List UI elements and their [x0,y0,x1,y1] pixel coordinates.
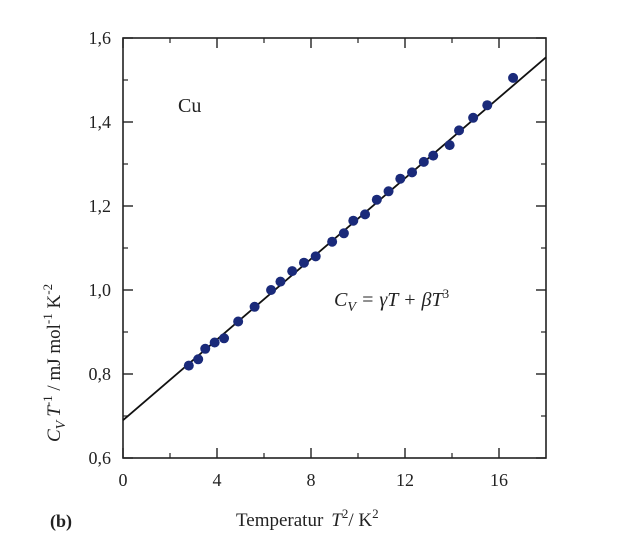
data-point [338,228,349,239]
panel-label: (b) [50,511,72,532]
data-point [444,140,455,151]
x-tick-label: 12 [396,470,414,490]
x-axis-suffix-sup: 2 [372,506,379,521]
y-tick-label: 0,6 [89,448,112,468]
y-axis-sup3: -2 [40,284,55,295]
x-axis-var: T [331,510,343,531]
data-point [454,125,465,136]
data-point [275,276,286,287]
data-point [428,150,439,161]
data-point [482,100,493,111]
data-points [183,72,519,371]
x-tick-label: 16 [490,470,508,490]
data-point [508,72,519,83]
x-axis-prefix: Temperatur [236,510,324,531]
data-point [200,343,211,354]
data-point [249,301,260,312]
y-axis-title: CVT-1 / mJ mol-1 K-2 [40,284,69,442]
data-point [395,173,406,184]
data-point [310,251,321,262]
y-tick-label: 0,8 [89,364,112,384]
equation: CV = γT + βT3 [334,286,449,315]
y-tick-label: 1,0 [89,280,112,300]
data-point [209,337,220,348]
equation-rhs: = γT + βT [356,289,445,311]
y-tick-label: 1,2 [89,196,112,216]
equation-c-sub: V [347,300,357,315]
x-tick-label: 4 [213,470,222,490]
data-point [219,333,230,344]
axes: 0 4 8 12 16 0,6 0,8 1,0 1,2 1,4 1,6 [89,28,547,490]
x-tick-label: 8 [307,470,316,490]
data-point [298,257,309,268]
data-point [407,167,418,178]
y-tick-label: 1,6 [89,28,112,48]
x-tick-label: 0 [119,470,128,490]
equation-c: C [334,289,348,311]
data-point [468,112,479,123]
data-point [193,354,204,365]
equation-rhs-sup: 3 [443,286,450,301]
data-point [233,316,244,327]
data-point [348,215,359,226]
element-label: Cu [178,95,201,117]
x-axis-suffix: / K [348,510,372,531]
y-axis-units: / mJ mol [44,324,65,395]
data-point [287,266,298,277]
y-axis-c: C [44,429,65,442]
data-point [327,236,338,247]
x-axis-sup: 2 [342,506,349,521]
data-point [383,186,394,197]
y-axis-sup2: -1 [40,313,55,324]
x-axis-title: Temperatur T2/ K2 [236,506,379,531]
y-axis-units2: K [44,294,65,313]
y-axis-c-sub: V [54,419,69,429]
data-point [371,194,382,205]
y-axis-t: T [44,405,65,417]
y-axis-sup1: -1 [40,395,55,406]
y-tick-label: 1,4 [89,112,112,132]
data-point [418,156,429,167]
data-point [183,360,194,371]
data-point [266,285,277,295]
data-point [360,209,371,220]
